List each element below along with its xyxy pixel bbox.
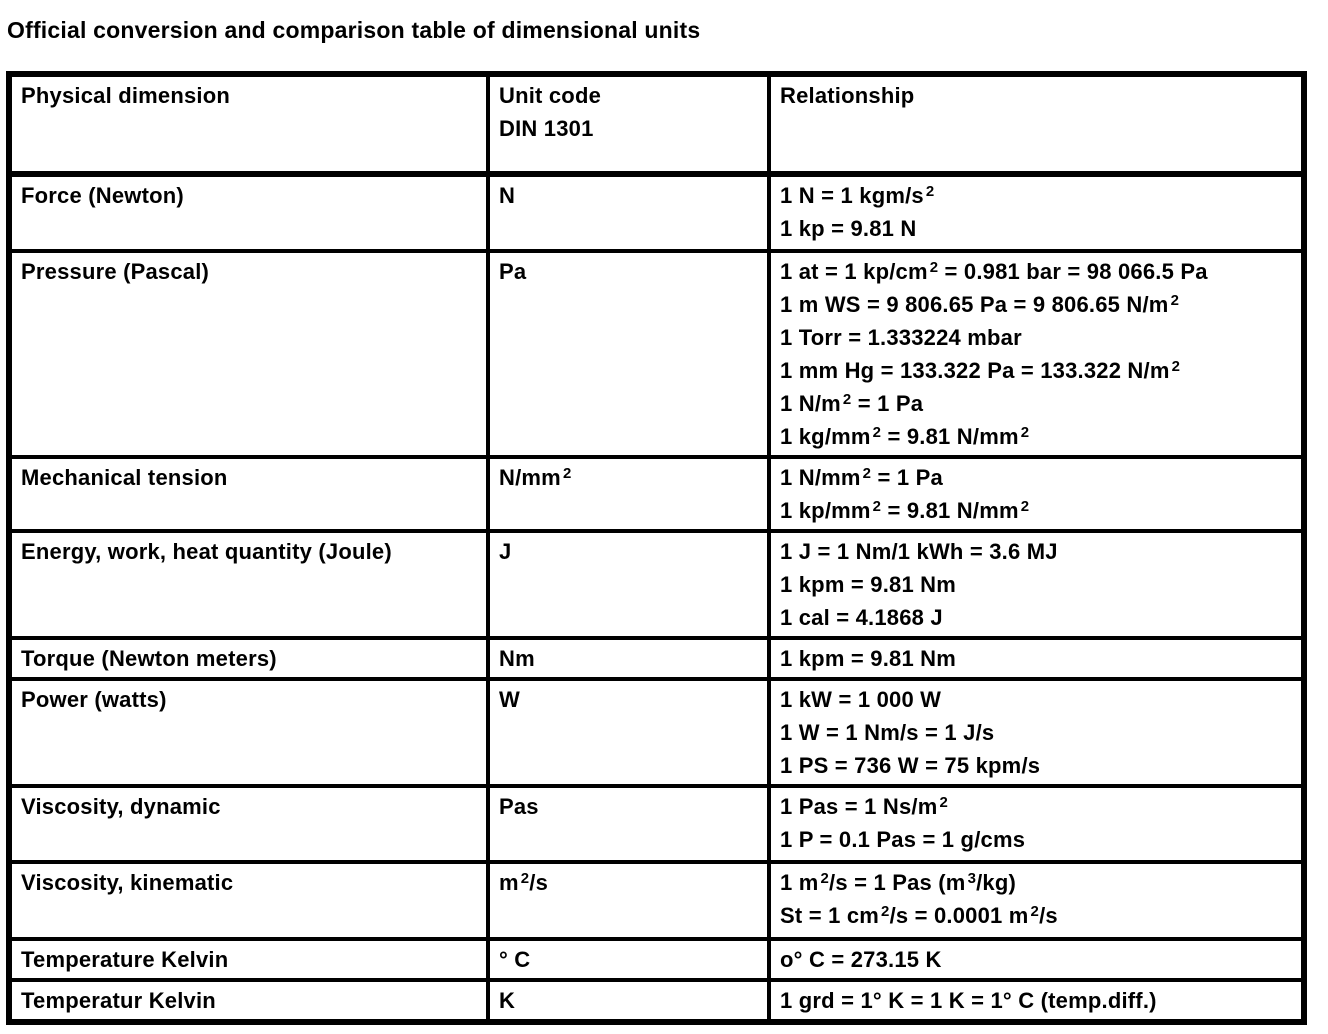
- header-physical-dimension: Physical dimension: [7, 72, 490, 177]
- relationship-line: 1 J = 1 Nm/1 kWh = 3.6 MJ: [780, 539, 1058, 564]
- unit-code-cell: Nm: [486, 636, 771, 681]
- table-row-viscosity-kinematic: Viscosity, kinematic m 2/s 1 m 2/s = 1 Pas…: [7, 860, 1306, 941]
- dimension-cell: Viscosity, kinematic: [7, 860, 490, 941]
- dimension-cell: Force (Newton): [7, 172, 490, 253]
- dimension-cell: Temperatur Kelvin: [7, 978, 490, 1024]
- relationship-line: 1 kg/mm 2 = 9.81 N/mm 2: [780, 423, 1030, 449]
- relationship-line: 1 mm Hg = 133.322 Pa = 133.322 N/m 2: [780, 357, 1181, 383]
- relationship-cell: 1 at = 1 kp/cm 2 = 0.981 bar = 98 066.5 P…: [767, 249, 1306, 459]
- unit-code-cell: J: [486, 529, 771, 640]
- relationship-cell: 1 Pas = 1 Ns/m 2 1 P = 0.1 Pas = 1 g/cms: [767, 784, 1306, 864]
- relationship-line: 1 cal = 4.1868 J: [780, 605, 943, 630]
- table-row-energy: Energy, work, heat quantity (Joule) J 1 …: [7, 529, 1306, 640]
- unit-code-cell: Pa: [486, 249, 771, 459]
- relationship-cell: 1 kW = 1 000 W 1 W = 1 Nm/s = 1 J/s 1 PS…: [767, 677, 1306, 788]
- header-label: Relationship: [780, 83, 915, 108]
- relationship-line: 1 P = 0.1 Pas = 1 g/cms: [780, 827, 1026, 852]
- relationship-line: 1 kp = 9.81 N: [780, 216, 917, 241]
- relationship-line: 1 N = 1 kgm/s 2: [780, 182, 935, 208]
- header-unit-code: Unit code DIN 1301: [486, 72, 771, 177]
- relationship-line: St = 1 cm 2/s = 0.0001 m 2/s: [780, 902, 1058, 928]
- header-label: DIN 1301: [499, 116, 594, 141]
- relationship-cell: 1 grd = 1° K = 1 K = 1° C (temp.diff.): [767, 978, 1306, 1024]
- relationship-cell: o° C = 273.15 K: [767, 937, 1306, 982]
- table-row-mechanical-tension: Mechanical tension N/mm 2 1 N/mm 2 = 1 Pa …: [7, 455, 1306, 533]
- header-label: Physical dimension: [21, 83, 231, 108]
- page-title: Official conversion and comparison table…: [7, 17, 701, 43]
- relationship-line: o° C = 273.15 K: [780, 947, 942, 972]
- relationship-cell: 1 m 2/s = 1 Pas (m 3/kg) St = 1 cm 2/s = 0.…: [767, 860, 1306, 941]
- table-row-torque: Torque (Newton meters) Nm 1 kpm = 9.81 N…: [7, 636, 1306, 681]
- unit-code-cell: W: [486, 677, 771, 788]
- relationship-cell: 1 kpm = 9.81 Nm: [767, 636, 1306, 681]
- relationship-line: 1 kW = 1 000 W: [780, 687, 942, 712]
- relationship-line: 1 m 2/s = 1 Pas (m 3/kg): [780, 869, 1017, 895]
- dimension-cell: Energy, work, heat quantity (Joule): [7, 529, 490, 640]
- relationship-line: 1 kpm = 9.81 Nm: [780, 572, 957, 597]
- relationship-line: 1 N/mm 2 = 1 Pa: [780, 464, 943, 490]
- header-row: Physical dimension Unit code DIN 1301 Re…: [7, 72, 1306, 177]
- table-row-temperature-kelvin: Temperatur Kelvin K 1 grd = 1° K = 1 K =…: [7, 978, 1306, 1024]
- dimension-cell: Temperature Kelvin: [7, 937, 490, 982]
- units-conversion-table: Physical dimension Unit code DIN 1301 Re…: [6, 71, 1307, 1025]
- relationship-line: 1 Pas = 1 Ns/m 2: [780, 793, 949, 819]
- unit-code-cell: N/mm 2: [486, 455, 771, 533]
- relationship-line: 1 Torr = 1.333224 mbar: [780, 325, 1022, 350]
- table-row-pressure: Pressure (Pascal) Pa 1 at = 1 kp/cm 2 = 0…: [7, 249, 1306, 459]
- relationship-line: 1 m WS = 9 806.65 Pa = 9 806.65 N/m 2: [780, 291, 1180, 317]
- unit-code-cell: K: [486, 978, 771, 1024]
- table-header: Physical dimension Unit code DIN 1301 Re…: [7, 72, 1306, 177]
- unit-code-cell: ° C: [486, 937, 771, 982]
- dimension-cell: Torque (Newton meters): [7, 636, 490, 681]
- relationship-cell: 1 N = 1 kgm/s 2 1 kp = 9.81 N: [767, 172, 1306, 253]
- dimension-cell: Power (watts): [7, 677, 490, 788]
- unit-code-cell: Pas: [486, 784, 771, 864]
- unit-code-cell: m 2/s: [486, 860, 771, 941]
- dimension-cell: Viscosity, dynamic: [7, 784, 490, 864]
- table-row-power: Power (watts) W 1 kW = 1 000 W 1 W = 1 N…: [7, 677, 1306, 788]
- table-row-viscosity-dynamic: Viscosity, dynamic Pas 1 Pas = 1 Ns/m 2 1…: [7, 784, 1306, 864]
- relationship-line: 1 N/m 2 = 1 Pa: [780, 390, 924, 416]
- relationship-line: 1 grd = 1° K = 1 K = 1° C (temp.diff.): [780, 988, 1157, 1013]
- table-row-force: Force (Newton) N 1 N = 1 kgm/s 2 1 kp = 9…: [7, 172, 1306, 253]
- relationship-line: 1 kp/mm 2 = 9.81 N/mm 2: [780, 497, 1030, 523]
- relationship-line: 1 kpm = 9.81 Nm: [780, 646, 957, 671]
- header-relationship: Relationship: [767, 72, 1306, 177]
- relationship-cell: 1 J = 1 Nm/1 kWh = 3.6 MJ 1 kpm = 9.81 N…: [767, 529, 1306, 640]
- relationship-line: 1 W = 1 Nm/s = 1 J/s: [780, 720, 995, 745]
- relationship-line: 1 PS = 736 W = 75 kpm/s: [780, 753, 1041, 778]
- table-row-temperature-kelvin-celsius: Temperature Kelvin ° C o° C = 273.15 K: [7, 937, 1306, 982]
- relationship-cell: 1 N/mm 2 = 1 Pa 1 kp/mm 2 = 9.81 N/mm 2: [767, 455, 1306, 533]
- relationship-line: 1 at = 1 kp/cm 2 = 0.981 bar = 98 066.5 P…: [780, 258, 1208, 284]
- header-label: Unit code: [499, 83, 602, 108]
- dimension-cell: Mechanical tension: [7, 455, 490, 533]
- dimension-cell: Pressure (Pascal): [7, 249, 490, 459]
- unit-code-cell: N: [486, 172, 771, 253]
